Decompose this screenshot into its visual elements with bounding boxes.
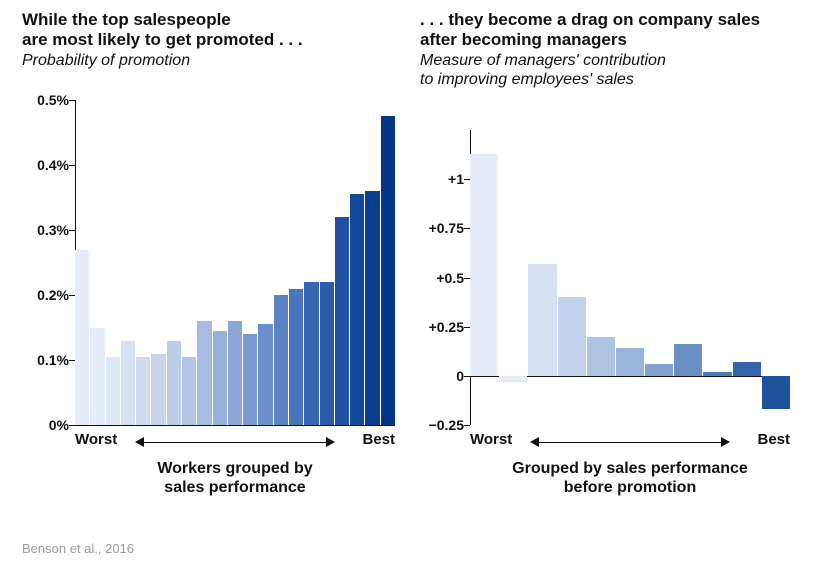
- bar: [645, 364, 673, 376]
- bar: [289, 289, 303, 426]
- bar: [136, 357, 150, 425]
- panel-promotion-probability: While the top salespeopleare most likely…: [22, 10, 400, 70]
- bar: [365, 191, 379, 425]
- panel-manager-contribution: . . . they become a drag on company sale…: [420, 10, 798, 89]
- bar: [616, 348, 644, 376]
- bar: [182, 357, 196, 425]
- x-arrow-left: [135, 435, 335, 449]
- source-citation: Benson et al., 2016: [22, 541, 134, 556]
- x-title-right: Grouped by sales performancebefore promo…: [470, 459, 790, 497]
- x-extreme-worst: Worst: [75, 431, 117, 448]
- panel1-subtitle: Probability of promotion: [22, 51, 400, 70]
- bar: [243, 334, 257, 425]
- bars-left: [75, 100, 395, 425]
- bar: [75, 250, 89, 426]
- bar: [499, 376, 527, 382]
- plot-area-right: −0.250+0.25+0.5+0.75+1 Worst Best Groupe…: [470, 130, 790, 425]
- bars-right: [470, 130, 790, 425]
- bar: [335, 217, 349, 425]
- x-extreme-worst: Worst: [470, 431, 512, 448]
- bar: [587, 337, 615, 376]
- bar: [90, 328, 104, 426]
- bar: [121, 341, 135, 426]
- plot-area-left: 0%0.1%0.2%0.3%0.4%0.5% Worst Best Worker…: [75, 100, 395, 425]
- bar: [228, 321, 242, 425]
- bar: [674, 344, 702, 375]
- bar: [274, 295, 288, 425]
- x-title-left: Workers grouped bysales performance: [75, 459, 395, 497]
- bar: [258, 324, 272, 425]
- panel2-title: . . . they become a drag on company sale…: [420, 10, 798, 51]
- bar: [470, 154, 498, 376]
- bar: [381, 116, 395, 425]
- bar: [320, 282, 334, 425]
- x-arrow-right: [530, 435, 730, 449]
- bar: [106, 357, 120, 425]
- bar: [151, 354, 165, 426]
- x-extreme-best: Best: [757, 431, 790, 448]
- y-tick-mark: [464, 425, 470, 426]
- bar: [213, 331, 227, 425]
- panel1-title: While the top salespeopleare most likely…: [22, 10, 400, 51]
- panel2-subtitle: Measure of managers' contributionto impr…: [420, 51, 798, 89]
- x-extreme-best: Best: [362, 431, 395, 448]
- bar: [558, 297, 586, 376]
- bar: [350, 194, 364, 425]
- bar: [167, 341, 181, 426]
- bar: [762, 376, 790, 409]
- bar: [703, 372, 731, 376]
- bar: [528, 264, 556, 376]
- bar: [733, 362, 761, 376]
- x-axis-left: [75, 425, 395, 426]
- bar: [304, 282, 318, 425]
- bar: [197, 321, 211, 425]
